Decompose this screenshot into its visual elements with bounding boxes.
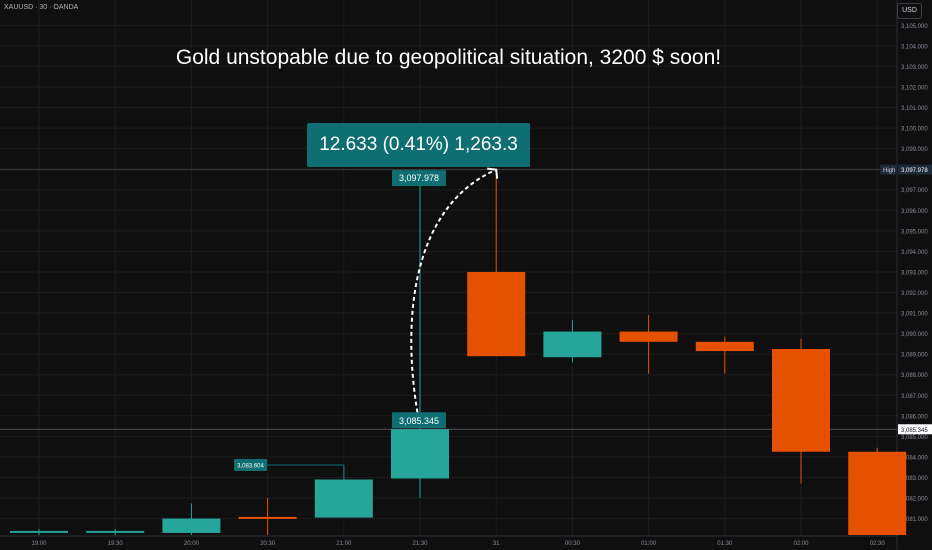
measure-arrowhead: [487, 167, 499, 179]
current-value-tag-bg: [898, 424, 932, 435]
candle-body: [314, 479, 373, 518]
candle-body: [543, 331, 602, 358]
high-value-tag: 3,097.978: [901, 168, 928, 174]
currency-button[interactable]: USD: [897, 3, 922, 19]
y-tick-label: 3,085.000: [901, 435, 928, 441]
candle-body: [86, 530, 145, 533]
candle-body: [695, 341, 754, 352]
symbol-info: XAUUSD · 30 · OANDA: [4, 4, 79, 11]
y-tick-label: 3,082.000: [901, 497, 928, 503]
candle-body: [619, 331, 678, 342]
x-tick-label: 20:30: [260, 541, 276, 547]
headline-annotation: Gold unstopable due to geopolitical situ…: [175, 46, 722, 69]
candle-body: [467, 271, 526, 357]
y-tick-label: 3,103.000: [901, 65, 928, 71]
candle-body: [238, 516, 297, 519]
y-tick-label: 3,084.000: [901, 455, 928, 461]
current-value-tag: 3,085.345: [901, 428, 928, 434]
candle-body: [391, 429, 449, 479]
candle-body: [10, 530, 68, 533]
y-tick-label: 3,090.000: [901, 332, 928, 338]
y-tick-label: 3,097.000: [901, 188, 928, 194]
x-tick-label: 01:30: [717, 541, 733, 547]
candle-body: [848, 451, 907, 535]
x-tick-label: 19:30: [108, 541, 124, 547]
y-tick-label: 3,087.000: [901, 394, 928, 400]
x-tick-label: 20:00: [184, 541, 200, 547]
y-tick-label: 3,091.000: [901, 312, 928, 318]
high-value-tag-bg: [898, 164, 932, 175]
range-annotation-label: 3,083.604: [237, 464, 264, 470]
y-tick-label: 3,102.000: [901, 85, 928, 91]
y-tick-label: 3,104.000: [901, 44, 928, 50]
x-tick-label: 02:00: [793, 541, 809, 547]
close-annotation-label: 3,085.345: [399, 416, 439, 426]
x-tick-label: 00:30: [565, 541, 581, 547]
x-tick-label: 01:00: [641, 541, 657, 547]
y-tick-label: 3,101.000: [901, 106, 928, 112]
y-tick-label: 3,089.000: [901, 353, 928, 359]
high-annotation-bg: [392, 170, 446, 187]
y-tick-label: 3,096.000: [901, 209, 928, 215]
x-tick-label: 21:30: [412, 541, 428, 547]
x-tick-label: 02:30: [870, 541, 886, 547]
y-tick-label: 3,105.000: [901, 24, 928, 30]
high-line-label-bg: [880, 164, 897, 175]
x-tick-label: 21:00: [336, 541, 352, 547]
y-tick-label: 3,088.000: [901, 373, 928, 379]
y-tick-label: 3,086.000: [901, 414, 928, 420]
candle-body: [162, 518, 221, 533]
candle-body: [772, 349, 830, 452]
range-annotation-bg: [234, 459, 267, 472]
y-tick-label: 3,100.000: [901, 127, 928, 133]
y-tick-label: 3,099.000: [901, 147, 928, 153]
high-line-label: High: [883, 168, 895, 174]
measure-arrow: [410, 168, 497, 427]
y-tick-label: 3,093.000: [901, 270, 928, 276]
x-tick-label: 19:00: [31, 541, 47, 547]
y-tick-label: 3,094.000: [901, 250, 928, 256]
y-tick-label: 3,083.000: [901, 476, 928, 482]
y-tick-label: 3,095.000: [901, 229, 928, 235]
y-tick-label: 3,092.000: [901, 291, 928, 297]
close-annotation-bg: [392, 412, 446, 429]
high-annotation-label: 3,097.978: [399, 173, 439, 183]
x-tick-label: 31: [493, 541, 500, 547]
measure-label: 12.633 (0.41%) 1,263.3: [307, 123, 530, 167]
y-tick-label: 3,081.000: [901, 517, 928, 523]
